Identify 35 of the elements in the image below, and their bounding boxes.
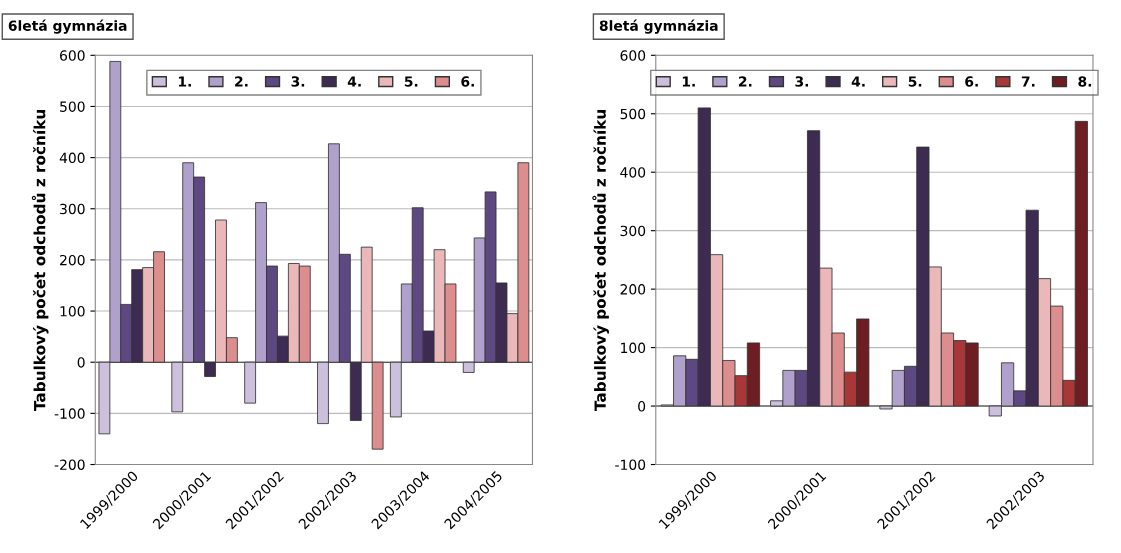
legend-label: 8. [1078, 76, 1092, 87]
legend-label: 1. [178, 76, 191, 87]
legend-label: 5. [404, 76, 418, 87]
y-axis-title: Tabulkový počet odchodů z ročníku [31, 110, 49, 411]
y-tick-label: -200 [54, 459, 85, 470]
legend-label: 3. [795, 76, 809, 87]
y-tick-label: 200 [620, 284, 646, 295]
y-tick-label: 600 [60, 50, 85, 61]
legend-label: 6. [965, 76, 978, 87]
y-tick-label: 300 [620, 225, 646, 237]
legend-label: 1. [682, 76, 695, 87]
legend-label: 7. [1021, 76, 1035, 87]
y-tick-label: 600 [620, 50, 646, 61]
y-tick-label: -100 [615, 459, 646, 470]
y-tick-label: 200 [60, 254, 85, 266]
legend-label: 5. [908, 76, 922, 87]
chart-title: 6letá gymnázia [8, 19, 127, 34]
chart-title: 8letá gymnázia [599, 19, 718, 34]
y-tick-label: 400 [620, 167, 646, 178]
legend-label: 4. [347, 76, 361, 87]
y-axis-title: Tabulkový počet odchodů z ročníku [592, 110, 609, 411]
y-tick-label: 500 [60, 101, 85, 112]
y-tick-label: 100 [621, 342, 646, 354]
legend-label: 4. [851, 76, 865, 87]
legend-label: 6. [461, 76, 474, 87]
y-tick-label: 500 [620, 108, 646, 120]
y-tick-label: 300 [60, 203, 85, 215]
y-tick-label: 0 [77, 357, 85, 368]
legend-label: 2. [235, 76, 248, 87]
y-tick-label: -100 [54, 408, 85, 419]
y-tick-label: 100 [60, 306, 85, 317]
y-tick-label: 0 [638, 401, 646, 412]
legend-label: 2. [738, 76, 752, 87]
y-tick-label: 400 [59, 152, 85, 164]
legend-label: 3. [291, 76, 305, 87]
